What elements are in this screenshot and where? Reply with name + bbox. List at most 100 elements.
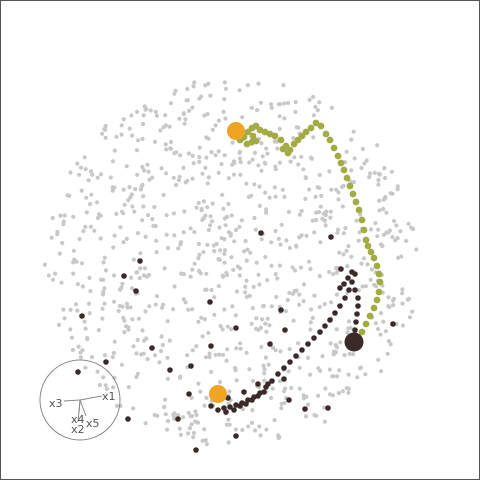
background-point <box>316 393 321 398</box>
background-point <box>358 365 363 370</box>
background-point <box>328 215 333 220</box>
background-point <box>308 327 313 332</box>
background-point <box>376 177 381 183</box>
path-b-point <box>299 347 305 353</box>
background-point <box>272 418 277 423</box>
background-point <box>359 261 364 266</box>
background-point <box>98 172 104 177</box>
background-point <box>155 413 160 418</box>
background-point <box>298 265 304 270</box>
background-point <box>400 291 405 296</box>
background-point <box>376 182 381 187</box>
background-point <box>191 161 196 166</box>
background-point <box>337 368 342 373</box>
background-point <box>279 401 284 406</box>
background-point <box>128 305 133 310</box>
background-point <box>297 292 302 297</box>
background-point <box>272 185 277 190</box>
background-point <box>130 317 135 322</box>
background-point <box>243 238 248 244</box>
background-point <box>373 284 379 289</box>
path-b-point <box>261 389 267 395</box>
background-point <box>88 169 94 174</box>
background-point <box>102 301 107 306</box>
background-point <box>386 338 391 344</box>
background-point <box>319 193 324 198</box>
background-point <box>297 386 302 391</box>
background-point <box>308 372 313 377</box>
background-point <box>121 117 126 122</box>
background-point <box>181 112 186 117</box>
background-point <box>140 328 145 333</box>
background-point <box>356 238 361 243</box>
path-b-point <box>207 299 213 305</box>
background-point <box>196 381 201 386</box>
background-point <box>193 409 198 414</box>
background-point <box>202 113 207 118</box>
background-point <box>263 210 269 215</box>
background-point <box>126 327 131 332</box>
background-point <box>171 211 176 216</box>
background-point <box>154 294 160 299</box>
background-point <box>111 385 116 390</box>
background-point <box>56 322 62 327</box>
path-b-point <box>355 295 361 301</box>
background-point <box>341 252 346 257</box>
path-b-point <box>137 258 143 264</box>
background-point <box>62 316 67 321</box>
background-point <box>122 202 127 207</box>
background-point <box>100 306 105 311</box>
background-point <box>199 315 204 320</box>
background-point <box>269 105 274 110</box>
background-point <box>282 101 287 106</box>
path-b-point <box>175 416 181 422</box>
background-point <box>153 224 158 229</box>
background-point <box>386 304 391 309</box>
background-point <box>287 245 292 251</box>
background-point <box>164 171 169 176</box>
background-point <box>278 379 283 384</box>
background-point <box>286 209 291 214</box>
background-point <box>68 327 73 332</box>
background-point <box>98 277 104 282</box>
path-a-point <box>355 206 363 214</box>
background-point <box>121 240 126 245</box>
background-point <box>199 208 204 213</box>
background-point <box>344 248 349 253</box>
background-point <box>346 372 351 377</box>
background-point <box>191 430 197 436</box>
path-b-point <box>237 403 243 409</box>
background-point <box>163 113 168 118</box>
background-point <box>273 348 278 353</box>
background-point <box>330 272 336 277</box>
background-point <box>46 273 52 278</box>
path-b-point <box>243 401 249 407</box>
background-point <box>181 297 186 302</box>
background-point <box>161 192 166 198</box>
background-point <box>226 230 232 235</box>
background-point <box>196 268 202 274</box>
background-point <box>318 204 323 209</box>
background-point <box>158 128 163 133</box>
background-point <box>334 327 339 332</box>
background-point <box>378 332 383 337</box>
background-point <box>204 155 209 160</box>
background-point <box>224 358 229 363</box>
background-point <box>202 317 207 322</box>
path-b-point <box>355 303 361 309</box>
background-point <box>210 127 215 132</box>
path-b-point <box>345 275 351 281</box>
background-point <box>134 374 139 380</box>
background-point <box>363 284 368 289</box>
background-point <box>297 302 302 307</box>
background-point <box>385 351 390 356</box>
background-point <box>381 232 386 237</box>
path-b-point <box>278 307 284 313</box>
background-point <box>346 390 351 395</box>
axis-line-x3 <box>63 399 81 402</box>
background-point <box>189 422 194 427</box>
background-point <box>246 424 251 429</box>
background-point <box>344 149 349 154</box>
background-point <box>249 105 254 110</box>
background-point <box>193 419 198 424</box>
